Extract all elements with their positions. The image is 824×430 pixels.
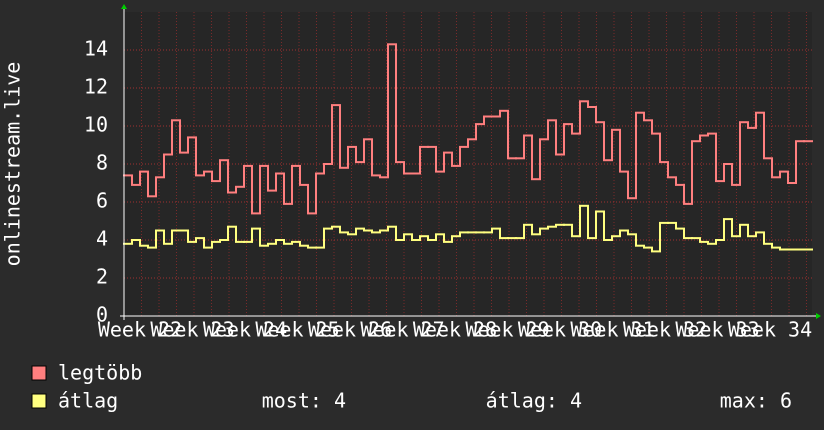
x-tick-label: Week 29	[465, 318, 549, 342]
x-tick-label: Week 23	[150, 318, 234, 342]
x-tick-label: Week 33	[675, 318, 759, 342]
y-tick-label: 12	[84, 75, 108, 99]
x-tick-label: Week 30	[518, 318, 602, 342]
x-tick-label: Week 22	[98, 318, 182, 342]
y-tick-label: 6	[96, 189, 108, 213]
y-tick-label: 8	[96, 151, 108, 175]
legend-label: átlag	[58, 389, 118, 413]
legend-swatch	[31, 365, 47, 381]
y-tick-label: 10	[84, 113, 108, 137]
x-tick-label: Week 32	[623, 318, 707, 342]
stat-avg: átlag: 4	[486, 389, 582, 413]
y-arrow	[121, 4, 127, 9]
x-tick-label: Week 24	[203, 318, 287, 342]
y-tick-label: 2	[96, 265, 108, 289]
stat-max: max: 6	[720, 389, 792, 413]
y-tick-label: 4	[96, 227, 108, 251]
y-axis-label: onlinestream.live	[1, 62, 25, 267]
x-tick-label: Week 25	[255, 318, 339, 342]
x-tick-label: Week 31	[570, 318, 654, 342]
legend-label: legtöbb	[58, 361, 142, 385]
stat-now: most: 4	[262, 389, 346, 413]
x-arrow	[816, 313, 821, 319]
x-tick-label: Week 26	[308, 318, 392, 342]
legend-swatch	[31, 393, 47, 409]
x-tick-label: Week 34	[728, 318, 812, 342]
y-tick-label: 0	[96, 303, 108, 327]
x-tick-label: Week 28	[413, 318, 497, 342]
y-tick-label: 14	[84, 37, 108, 61]
x-tick-label: Week 27	[360, 318, 444, 342]
